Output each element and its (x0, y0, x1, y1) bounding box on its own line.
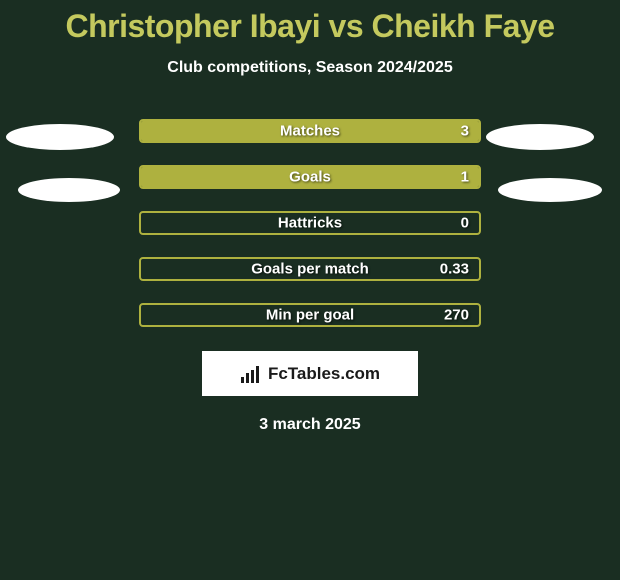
subtitle: Club competitions, Season 2024/2025 (0, 59, 620, 77)
decorative-ellipse (498, 178, 602, 202)
stat-row: Goals 1 (139, 165, 481, 189)
chart-icon (240, 365, 262, 383)
page-title: Christopher Ibayi vs Cheikh Faye (0, 0, 620, 45)
brand-text: FcTables.com (268, 364, 380, 384)
stat-label: Goals per match (251, 261, 369, 278)
decorative-ellipse (486, 124, 594, 150)
stat-value: 0.33 (440, 261, 469, 278)
stat-label: Matches (280, 123, 340, 140)
stat-row: Matches 3 (139, 119, 481, 143)
stat-label: Min per goal (266, 307, 354, 324)
stat-value: 0 (461, 215, 469, 232)
decorative-ellipse (6, 124, 114, 150)
stat-value: 270 (444, 307, 469, 324)
stat-label: Goals (289, 169, 331, 186)
stat-label: Hattricks (278, 215, 342, 232)
stat-row: Hattricks 0 (139, 211, 481, 235)
stat-row: Goals per match 0.33 (139, 257, 481, 281)
stat-value: 1 (461, 169, 469, 186)
stat-row: Min per goal 270 (139, 303, 481, 327)
brand-badge: FcTables.com (202, 351, 418, 396)
stat-value: 3 (461, 123, 469, 140)
decorative-ellipse (18, 178, 120, 202)
date-text: 3 march 2025 (0, 416, 620, 434)
stats-container: Matches 3 Goals 1 Hattricks 0 Goals per match 0… (0, 119, 620, 327)
